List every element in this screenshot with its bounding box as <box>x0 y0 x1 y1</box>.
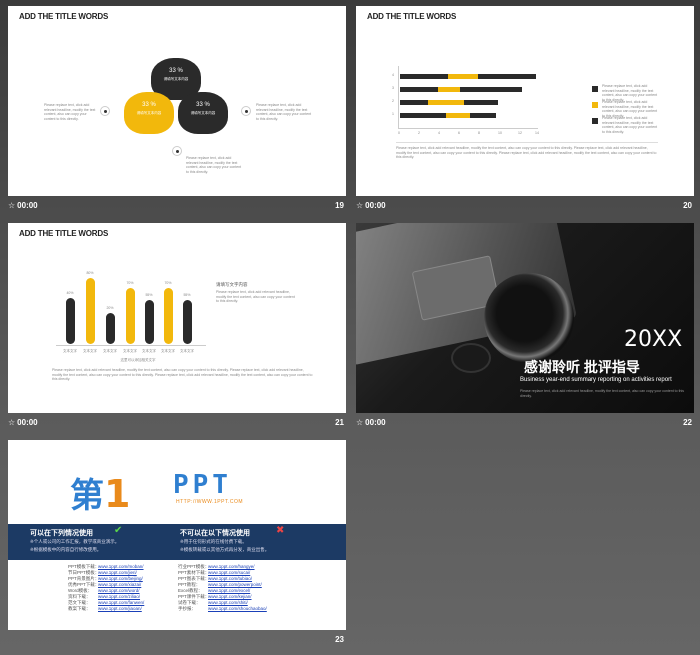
logo-ppt: PPT <box>173 470 232 500</box>
slide-tile-21[interactable]: ADD THE TITLE WORDS 40% 80% 20% 70% 55% … <box>8 223 346 435</box>
left-text: Please replace text, click add relevant … <box>44 103 96 121</box>
slide-time: 00:00 <box>17 201 38 210</box>
links-right: 行业PPT模板：www.1ppt.com/hangye/ PPT素材下载：www… <box>178 564 267 611</box>
legend-text: Please replace text, click add relevant … <box>602 116 658 134</box>
slide-thumbnail[interactable]: 20XX 感谢聆听 批评指导 Business year-end summary… <box>356 223 694 413</box>
bottom-text: Please replace text, click add relevant … <box>186 156 242 174</box>
y-tick: 4 <box>392 73 394 77</box>
cannot-heading: 不可以在以下情况使用 <box>180 530 250 537</box>
y-tick: 2 <box>392 99 394 103</box>
shape-right: 33 % 请填写文本内容 <box>178 92 228 134</box>
y-tick: 3 <box>392 86 394 90</box>
slide-tile-23[interactable]: 第1 PPT HTTP://WWW.1PPT.COM 可以在下列情况使用 ✔ ※… <box>8 440 346 652</box>
slide-title: ADD THE TITLE WORDS <box>367 12 457 21</box>
y-tick: 1 <box>392 112 394 116</box>
slide-meta: ☆ 00:00 20 <box>356 199 694 215</box>
side-heading: 请填写文字内容 <box>216 282 248 287</box>
usage-band: 可以在下列情况使用 ✔ ※个人或公司的工作汇报，教学或商业演示。 ※根据模板中的… <box>8 524 346 560</box>
slide-tile-22[interactable]: 20XX 感谢聆听 批评指导 Business year-end summary… <box>356 223 694 435</box>
side-text: Please replace text, click add relevant … <box>216 290 295 303</box>
slide-number: 21 <box>335 418 344 427</box>
legend-text: Please replace text, click add relevant … <box>602 100 658 118</box>
slide-thumbnail[interactable]: ADD THE TITLE WORDS 40% 80% 20% 70% 55% … <box>8 223 346 413</box>
slide-number: 19 <box>335 201 344 210</box>
coffee-cup-image <box>484 273 574 363</box>
slide-number: 20 <box>683 201 692 210</box>
marker-bottom <box>172 146 182 156</box>
slide-meta: ☆ 00:00 19 <box>8 199 346 215</box>
slide-tile-19[interactable]: ADD THE TITLE WORDS 33 % 请填写文本内容 33 % 请填… <box>8 6 346 218</box>
slide-number: 22 <box>683 418 692 427</box>
slide-thumbnail[interactable]: 第1 PPT HTTP://WWW.1PPT.COM 可以在下列情况使用 ✔ ※… <box>8 440 346 630</box>
year-label: 20XX <box>624 327 683 352</box>
star-icon: ☆ <box>8 418 16 427</box>
slide-title: ADD THE TITLE WORDS <box>19 12 109 21</box>
legend-text: Please replace text, click add relevant … <box>602 84 658 102</box>
axis-caption: 这里可以添加相关文字 <box>120 358 156 362</box>
slide-title: ADD THE TITLE WORDS <box>19 229 109 238</box>
headline: 感谢聆听 批评指导 <box>524 359 640 375</box>
shape-left: 33 % 请填写文本内容 <box>124 92 174 134</box>
cross-icon: ✖ <box>276 525 285 536</box>
marker-right <box>241 106 251 116</box>
logo: 第1 <box>70 472 131 516</box>
slide-time: 00:00 <box>17 418 38 427</box>
star-icon: ☆ <box>356 201 364 210</box>
star-icon: ☆ <box>8 201 16 210</box>
check-icon: ✔ <box>114 525 123 536</box>
slide-meta: ☆ 00:00 21 <box>8 416 346 432</box>
paragraph: Please replace text, click add relevant … <box>52 368 313 381</box>
logo-url: HTTP://WWW.1PPT.COM <box>176 499 243 505</box>
paragraph: Please replace text, click add relevant … <box>396 146 657 159</box>
slide-meta: 23 <box>8 633 346 649</box>
right-text: Please replace text, click add relevant … <box>256 103 312 121</box>
slide-number: 23 <box>335 635 344 644</box>
bar-chart: 4 3 2 1 0 2 4 6 8 10 12 14 <box>392 66 539 135</box>
slide-meta: ☆ 00:00 22 <box>356 416 694 432</box>
star-icon: ☆ <box>356 418 364 427</box>
marker-left <box>100 106 110 116</box>
slide-thumbnail[interactable]: ADD THE TITLE WORDS 4 3 2 1 0 2 4 6 8 <box>356 6 694 196</box>
small-text: Please replace text, click add relevant … <box>520 389 685 398</box>
subline: Business year-end summary reporting on a… <box>520 377 672 383</box>
slide-time: 00:00 <box>365 418 386 427</box>
links-left: PPT模板下载：www.1ppt.com/moban/ 节日PPT模板：www.… <box>68 564 145 611</box>
slide-thumbnail[interactable]: ADD THE TITLE WORDS 33 % 请填写文本内容 33 % 请填… <box>8 6 346 196</box>
can-heading: 可以在下列情况使用 <box>30 530 93 537</box>
slide-tile-20[interactable]: ADD THE TITLE WORDS 4 3 2 1 0 2 4 6 8 <box>356 6 694 218</box>
slide-time: 00:00 <box>365 201 386 210</box>
